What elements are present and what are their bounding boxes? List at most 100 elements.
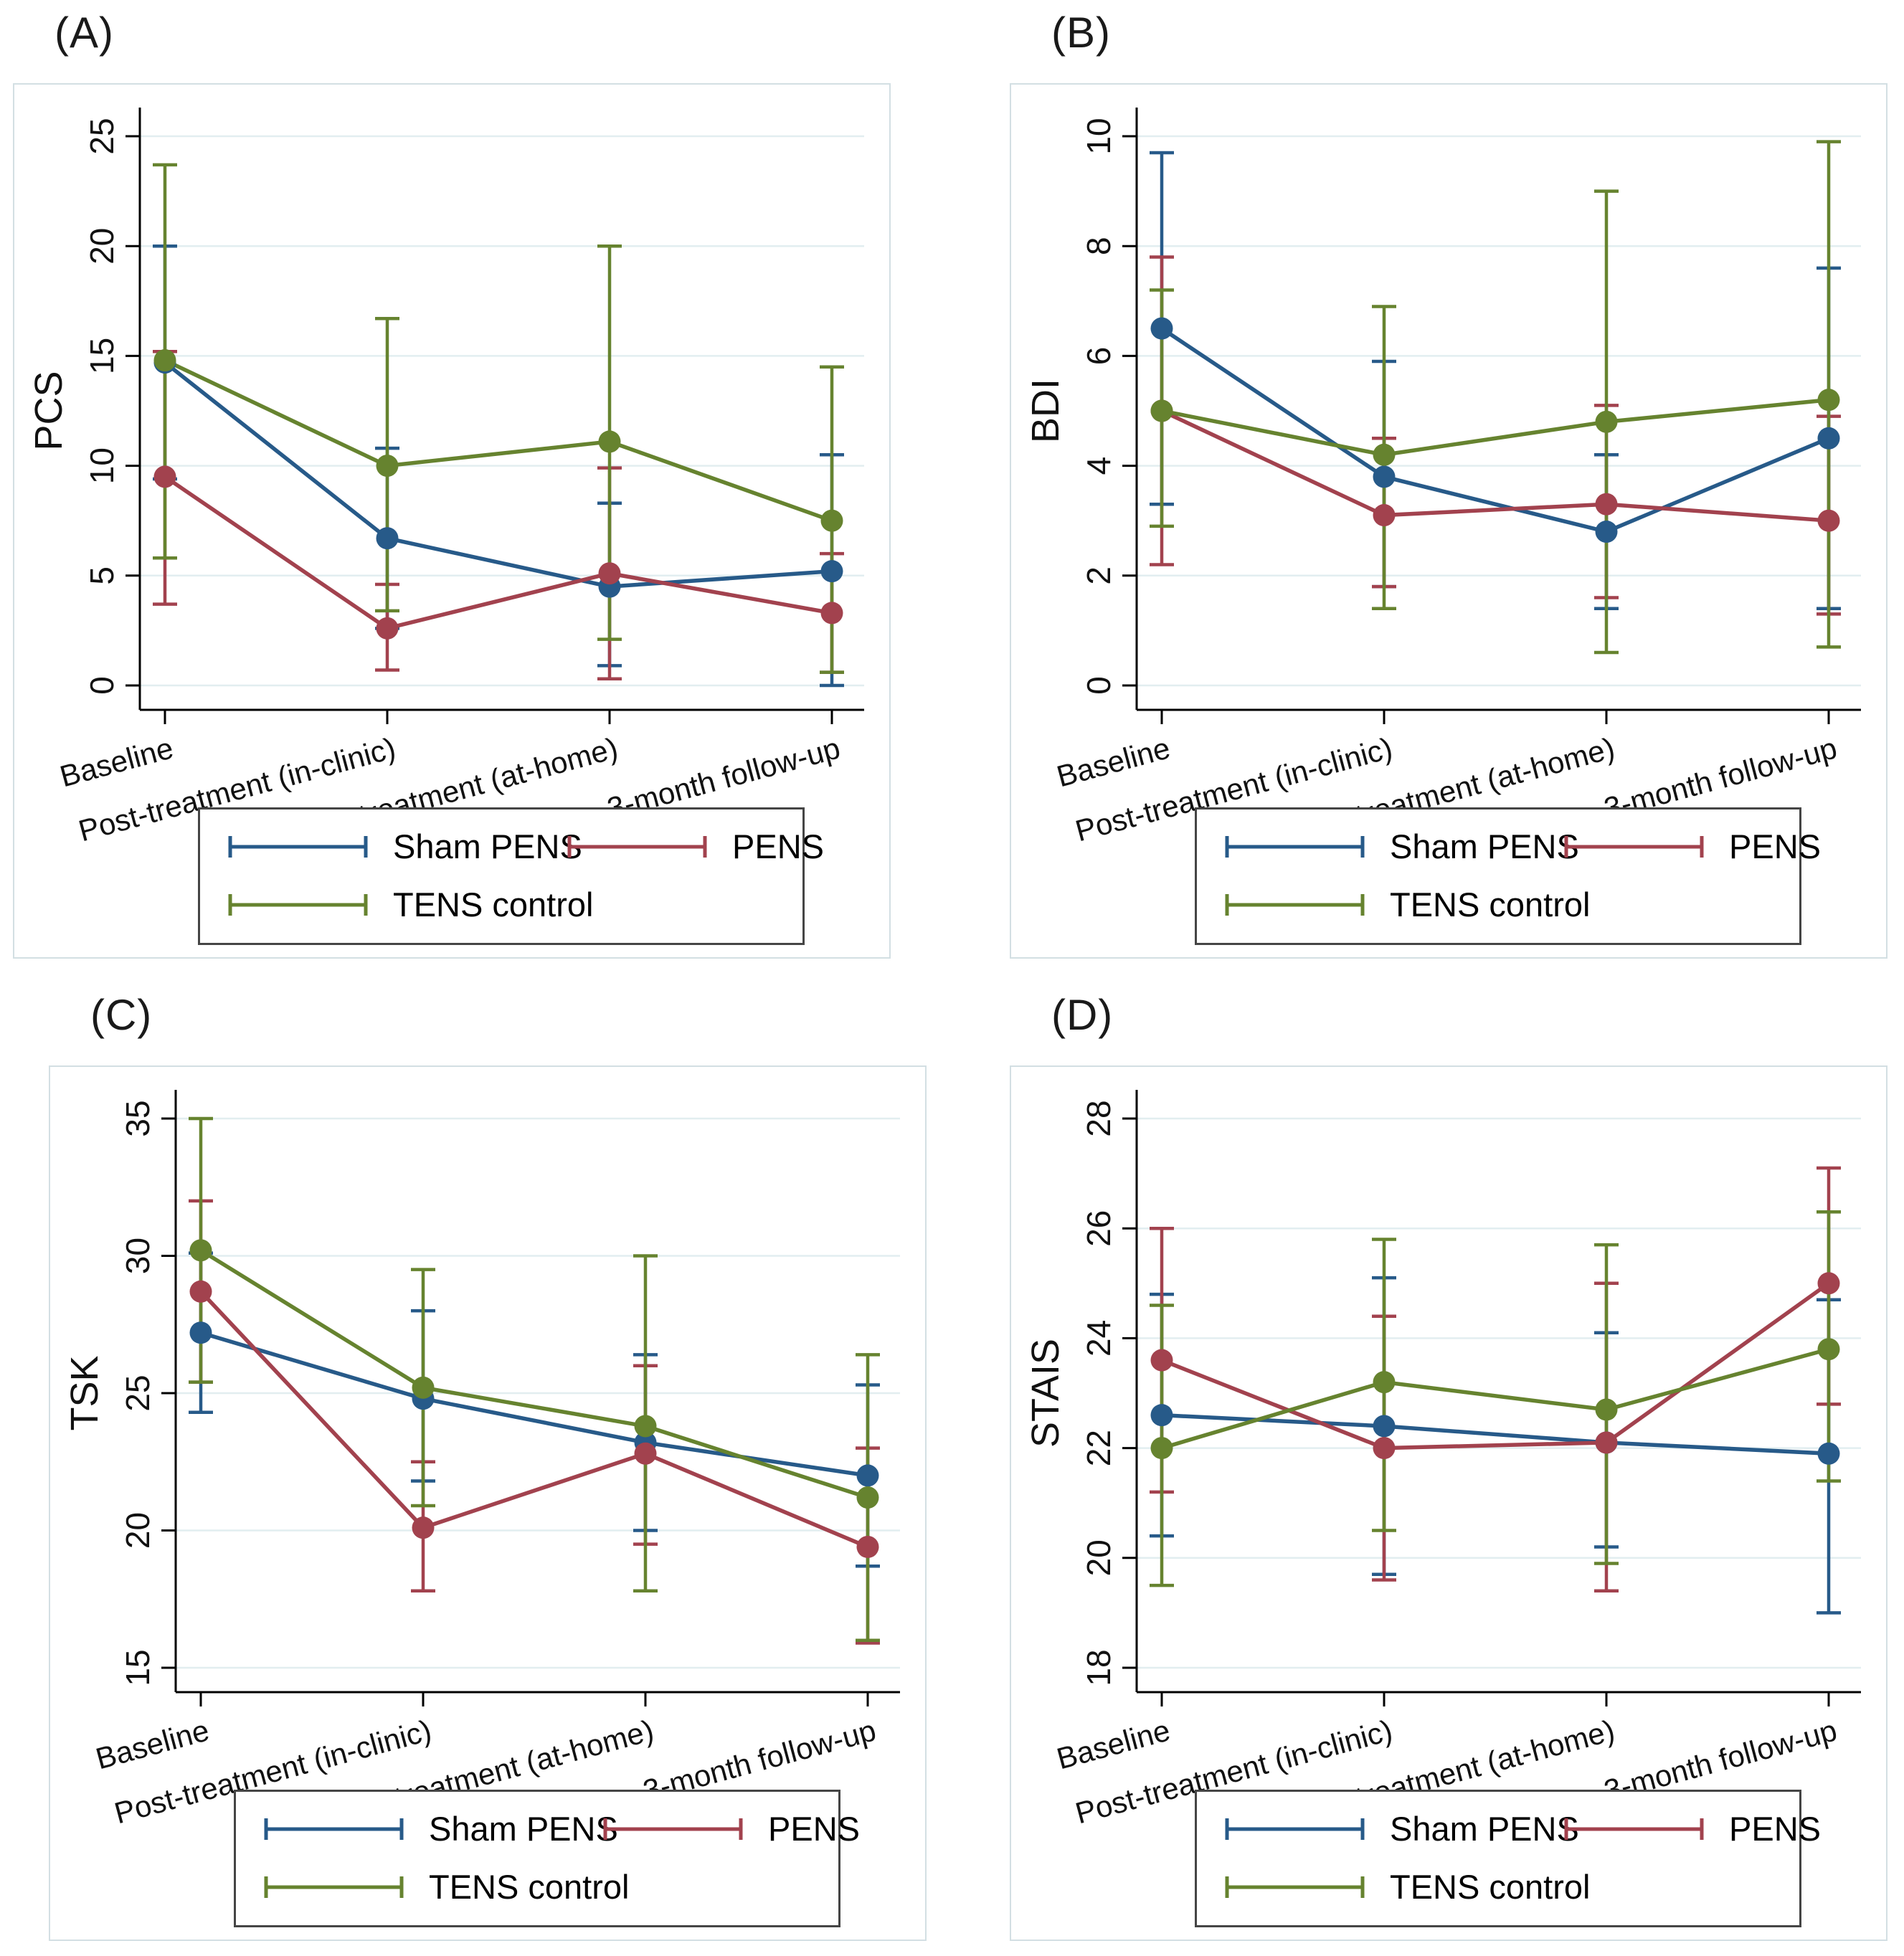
legend-line-symbol bbox=[228, 893, 368, 916]
data-point bbox=[412, 1376, 435, 1399]
data-point bbox=[1373, 1437, 1396, 1460]
data-point bbox=[1595, 1398, 1618, 1421]
x-tick-label: Baseline bbox=[1053, 1713, 1174, 1775]
data-point bbox=[1373, 504, 1396, 527]
legend-label: TENS control bbox=[429, 1868, 630, 1906]
legend: Sham PENS PENS TENS control bbox=[234, 1790, 860, 1927]
legend-item-sham-pens: Sham PENS bbox=[260, 1809, 618, 1848]
data-point bbox=[189, 1321, 212, 1344]
legend-line-symbol bbox=[264, 1818, 404, 1840]
legend: Sham PENS PENS TENS control bbox=[1195, 807, 1821, 945]
y-tick-label: 20 bbox=[119, 1512, 156, 1549]
y-axis-title: PCS bbox=[27, 371, 70, 450]
data-point bbox=[1595, 1431, 1618, 1454]
data-point bbox=[820, 602, 843, 625]
y-tick-label: 26 bbox=[1080, 1210, 1117, 1247]
y-tick-label: 20 bbox=[1080, 1539, 1117, 1576]
data-point bbox=[1595, 410, 1618, 433]
error-bars bbox=[1150, 1166, 1841, 1615]
y-tick-label: 10 bbox=[1080, 118, 1117, 154]
data-point bbox=[598, 430, 621, 453]
series-line-pens bbox=[164, 475, 833, 631]
legend-item-pens: PENS bbox=[1560, 1809, 1821, 1848]
y-tick-label: 28 bbox=[1080, 1100, 1117, 1136]
error-bars bbox=[189, 1116, 880, 1645]
y-tick-label: 5 bbox=[83, 566, 120, 585]
series-line-sham-pens bbox=[164, 361, 833, 589]
legend-label: PENS bbox=[732, 827, 824, 865]
y-tick-label: 4 bbox=[1080, 457, 1117, 475]
y-tick-label: 18 bbox=[1080, 1649, 1117, 1686]
legend-label: PENS bbox=[1729, 827, 1821, 865]
legend-item-tens-control: TENS control bbox=[260, 1867, 629, 1907]
data-point bbox=[634, 1415, 657, 1438]
legend-label: TENS control bbox=[1390, 886, 1591, 924]
panel-c-frame: 15 20 25 30 35 Baseline Post-treatment (in-cli… bbox=[49, 1065, 927, 1941]
series-line-sham-pens bbox=[200, 1331, 868, 1478]
data-point bbox=[1595, 493, 1618, 516]
panel-d-frame: 18 20 22 24 26 28 Baseline Post-treatment (in-c… bbox=[1010, 1065, 1888, 1941]
legend-item-pens: PENS bbox=[1560, 827, 1821, 866]
legend-line-symbol bbox=[264, 1876, 404, 1898]
series-line-tens-control bbox=[164, 359, 833, 523]
y-tick-label: 0 bbox=[83, 676, 120, 695]
y-axis-title: TSK bbox=[63, 1355, 106, 1430]
data-point bbox=[856, 1486, 879, 1509]
legend-item-sham-pens: Sham PENS bbox=[224, 827, 582, 866]
y-tick-label: 35 bbox=[119, 1100, 156, 1136]
y-tick-label: 22 bbox=[1080, 1430, 1117, 1466]
data-point bbox=[1150, 317, 1173, 340]
data-point bbox=[376, 617, 399, 640]
panel-a: (A) 0 5 10 15 20 25 Baseline Post-treatment (in… bbox=[13, 10, 891, 959]
x-tick-label: Baseline bbox=[93, 1713, 213, 1775]
y-tick-label: 0 bbox=[1080, 676, 1117, 695]
y-tick-label: 24 bbox=[1080, 1320, 1117, 1357]
legend-label: PENS bbox=[1729, 1810, 1821, 1848]
data-point bbox=[1817, 1272, 1840, 1295]
data-point bbox=[153, 349, 176, 372]
data-point bbox=[1373, 465, 1396, 488]
data-point bbox=[1817, 389, 1840, 412]
data-point bbox=[598, 562, 621, 585]
legend-line-symbol bbox=[567, 835, 707, 858]
data-point bbox=[1373, 443, 1396, 466]
series-line-sham-pens bbox=[1160, 326, 1830, 534]
legend: Sham PENS PENS TENS control bbox=[198, 807, 824, 945]
series-line-tens-control bbox=[1161, 397, 1829, 457]
data-point bbox=[412, 1516, 435, 1539]
legend-item-sham-pens: Sham PENS bbox=[1221, 827, 1579, 866]
panel-c-label: (C) bbox=[90, 991, 153, 1039]
series-line-pens bbox=[199, 1290, 869, 1549]
legend-item-tens-control: TENS control bbox=[1221, 1867, 1590, 1907]
data-point bbox=[376, 455, 399, 478]
panel-b-frame: 0 2 4 6 8 10 Baseline Post-treatment (in-clinic… bbox=[1010, 83, 1888, 959]
data-point bbox=[1817, 509, 1840, 532]
legend-line-symbol bbox=[1225, 835, 1365, 858]
data-point bbox=[189, 1239, 212, 1262]
data-point bbox=[856, 1464, 879, 1487]
data-point bbox=[1150, 1404, 1173, 1427]
legend: Sham PENS PENS TENS control bbox=[1195, 1790, 1821, 1927]
panel-b: (B) 0 2 4 6 8 10 Baseline Post-treatment (in-cl… bbox=[1010, 10, 1888, 959]
gridlines bbox=[1137, 135, 1861, 687]
panel-a-label: (A) bbox=[55, 9, 114, 57]
data-point bbox=[376, 527, 399, 550]
legend-item-pens: PENS bbox=[600, 1809, 860, 1848]
legend-line-symbol bbox=[1225, 1876, 1365, 1898]
data-point bbox=[856, 1535, 879, 1558]
series-line-tens-control bbox=[199, 1248, 868, 1500]
panel-d: (D) 18 20 22 24 26 28 Baseline Post-treatment (… bbox=[1010, 992, 1888, 1941]
data-point bbox=[1817, 1442, 1840, 1465]
y-tick-label: 2 bbox=[1080, 566, 1117, 585]
data-point bbox=[820, 509, 843, 532]
legend-line-symbol bbox=[1225, 1818, 1365, 1840]
gridlines bbox=[176, 1117, 900, 1669]
error-bars bbox=[153, 163, 844, 688]
y-axis-title: BDI bbox=[1024, 379, 1067, 443]
series-line-sham-pens bbox=[1161, 1413, 1829, 1456]
legend-label: Sham PENS bbox=[1390, 827, 1579, 865]
legend-line-symbol bbox=[603, 1818, 743, 1840]
data-point bbox=[820, 560, 843, 583]
data-point bbox=[153, 465, 176, 488]
